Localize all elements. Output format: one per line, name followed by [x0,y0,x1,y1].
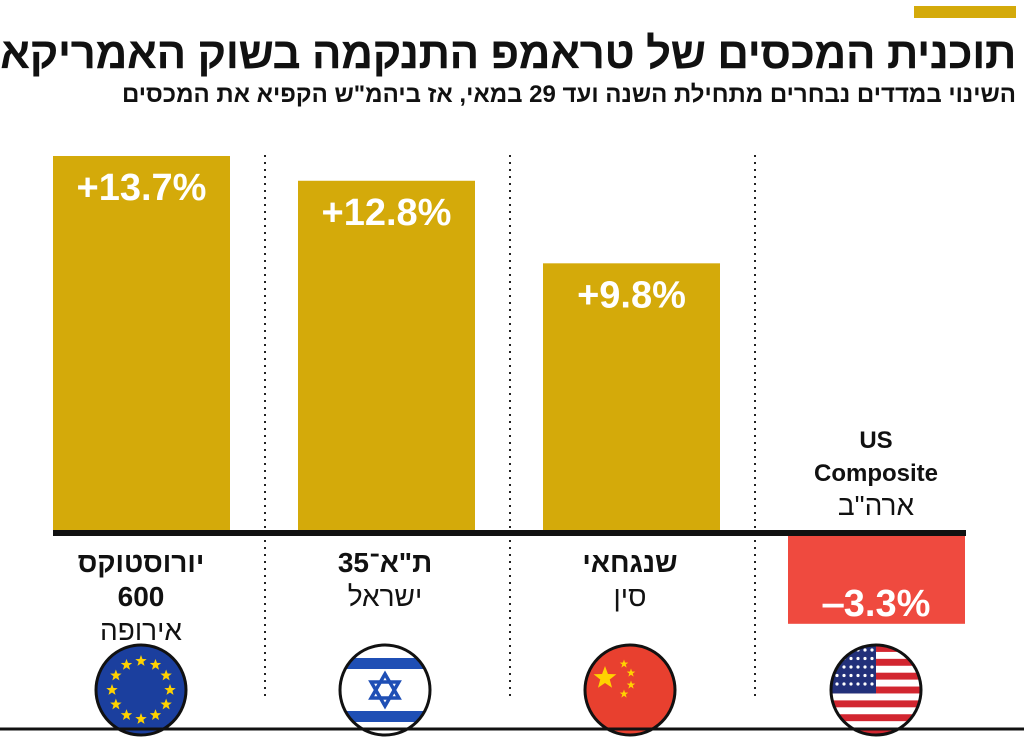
chart-subtitle: השינוי במדדים נבחרים מתחילת השנה ועד 29 … [121,81,1016,108]
eu-flag-icon [96,645,186,735]
category-label: Composite [814,460,938,487]
data-label: +9.8% [577,274,686,316]
accent-bar [914,6,1016,18]
israel-flag-icon [340,645,430,735]
flag-outline [338,643,432,737]
china-flag-icon [585,645,675,735]
bar [543,263,720,533]
bar [788,533,965,624]
flag-outline [829,643,923,737]
flag-outline [583,643,677,737]
bar [298,180,475,533]
bar [53,156,230,533]
category-label: 600 [118,581,165,612]
category-label: ת"א־35 [338,547,432,578]
region-label: ישראל [348,581,423,612]
data-label: +12.8% [322,192,452,234]
category-label: שנגחאי [582,547,677,578]
data-label: ‒3.3% [822,583,931,625]
flag-outline [94,643,188,737]
usa-flag-icon [831,645,921,735]
category-label: US [859,427,892,454]
data-label: +13.7% [77,167,207,209]
region-label: ארה"ב [838,490,915,521]
region-label: סין [614,581,647,612]
chart-title: תוכנית המכסים של טראמפ התנקמה בשוק האמרי… [0,29,1016,78]
region-label: אירופה [100,615,182,646]
category-label: יורוסטוקס [78,547,205,578]
